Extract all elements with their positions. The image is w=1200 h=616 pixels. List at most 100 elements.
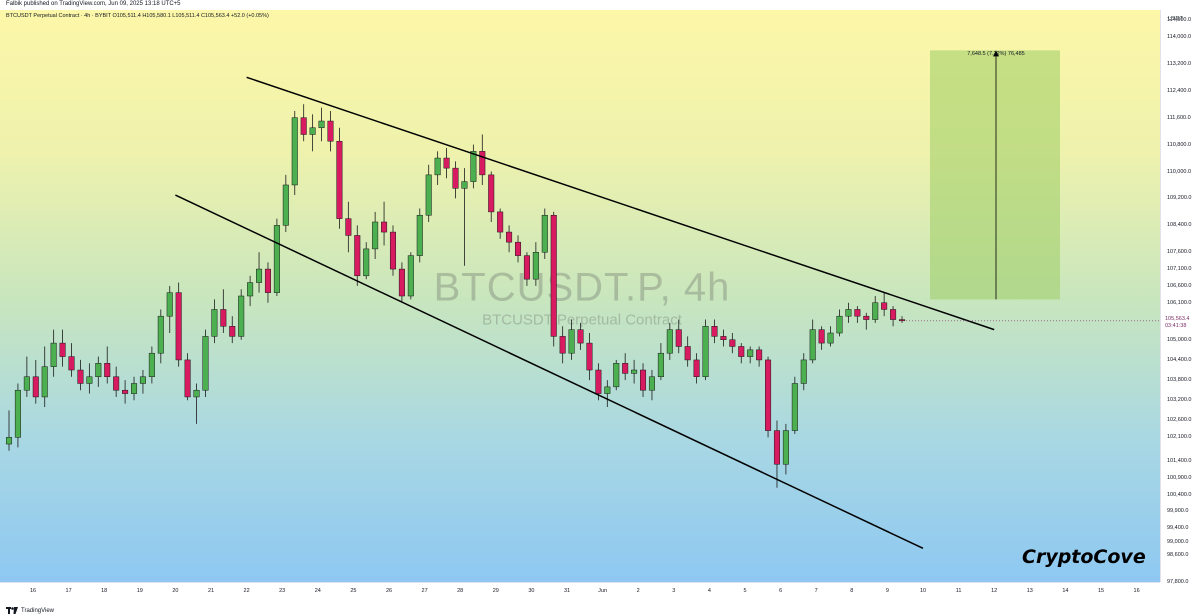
time-tick-label: 7 [814,588,818,594]
trendline-lower [175,194,924,550]
candle-down [640,369,647,391]
candle-up [782,430,789,465]
candle-up [872,302,879,320]
time-tick-label: 28 [457,588,464,594]
candle-down [175,292,182,361]
tradingview-logo-icon [6,607,18,614]
candle-down [122,389,129,394]
time-tick-label: Jun [598,588,608,594]
candle-up [372,221,379,250]
candle-up [50,342,57,367]
candle-down [675,329,682,347]
candle-down [479,151,486,176]
candle-up [148,352,155,378]
target-box [930,50,1060,300]
price-tick-label: 99,900.0 [1167,508,1189,515]
time-tick-label: 26 [385,588,393,594]
candle-up [157,315,164,354]
trendline-upper [246,76,995,331]
candle-up [86,376,93,384]
time-tick-label: 30 [528,588,535,594]
price-tick-label: 105,000.0 [1167,336,1192,343]
candle-down [818,329,825,344]
time-tick-label: 5 [743,588,747,594]
price-tick-label: 106,100.0 [1167,299,1192,306]
publisher-bar: Falbik published on TradingView.com, Jun… [0,0,1200,10]
candle-up [41,366,48,398]
candle-up [800,359,807,384]
candle-up [434,157,441,176]
candle-up [827,332,834,344]
candle-up [282,184,289,226]
candle-up [166,292,173,317]
name-watermark: BTCUSDT Perpetual Contract [482,311,682,329]
time-tick-label: 25 [350,588,357,594]
price-axis[interactable] [1160,10,1200,582]
candle-up [407,255,414,297]
tradingview-logo[interactable]: TradingView [6,607,54,614]
time-axis[interactable] [0,582,1160,605]
price-tick-label: 102,600.0 [1167,417,1192,424]
candle-up [425,174,432,216]
candle-down [184,359,191,398]
time-tick-label: 6 [779,588,783,594]
candle-down [354,235,361,277]
candle-down [345,218,352,236]
candle-down [327,120,334,142]
time-tick-label: 27 [421,588,428,594]
price-tick-label: 104,400.0 [1167,356,1192,363]
time-tick-label: 4 [707,588,711,594]
price-tick-label: 99,000.0 [1167,538,1189,545]
candle-down [756,349,763,361]
candle-down [550,214,557,337]
candle-down [59,342,66,357]
symbol-watermark: BTCUSDT.P, 4h [433,265,731,310]
price-tick-label: 100,400.0 [1167,491,1192,498]
candle-up [202,336,209,391]
last-price-badge [1161,315,1199,331]
price-tick-label: 108,400.0 [1167,222,1192,229]
candle-up [363,248,370,277]
time-tick-label: 23 [279,588,286,594]
candle-down [622,363,629,374]
footer-bar: TradingView [0,604,1200,616]
candle-up [238,295,245,337]
price-tick-label: 99,400.0 [1167,525,1189,532]
time-tick-label: 2 [636,588,640,594]
candle-up [631,369,638,374]
candle-up [648,376,655,391]
time-tick-label: 24 [314,588,321,594]
candle-up [613,363,620,388]
time-tick-label: 16 [1133,588,1140,594]
time-tick-label: 20 [172,588,179,594]
price-tick-label: 111,600.0 [1167,114,1191,121]
price-tick-label: 103,800.0 [1167,377,1192,384]
target-arrow-head [993,50,999,57]
candle-down [452,167,459,189]
candle-down [336,140,343,219]
candle-up [211,309,218,337]
candle-up [747,349,754,357]
price-tick-label: 113,200.0 [1167,60,1192,67]
candle-up [23,376,30,391]
candle-down [68,356,75,371]
time-tick-label: 11 [955,588,962,594]
price-tick-label: 107,600.0 [1167,249,1192,256]
price-tick-label: 101,400.0 [1167,457,1192,464]
candle-down [523,255,530,280]
bar-countdown-label: 03:41:38 [1165,323,1187,329]
candle-down [32,376,39,398]
candle-up [95,363,102,378]
candle-down [586,342,593,371]
last-price-label: 105,563.4 [1165,316,1190,322]
price-tick-label: 109,200.0 [1167,195,1192,202]
candle-up [14,389,21,438]
time-tick-label: 21 [207,588,215,594]
candle-down [104,363,111,378]
candle-up [845,309,852,317]
price-tick-label: 102,100.0 [1167,434,1192,441]
price-tick-label: 114,500.0 [1167,17,1192,24]
time-tick-label: 29 [492,588,499,594]
